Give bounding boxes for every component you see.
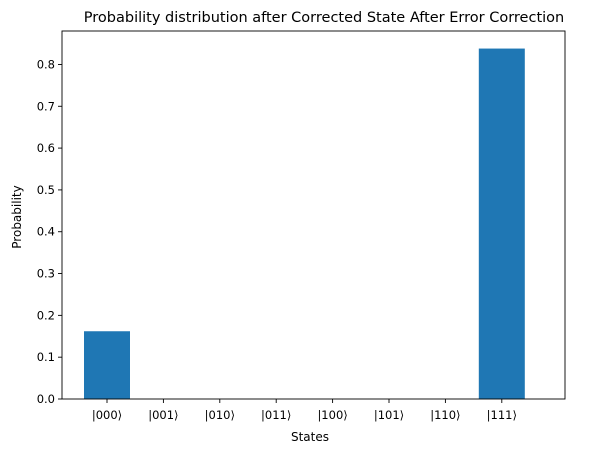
- plot-frame: [61, 30, 566, 400]
- x-tick-label: |110⟩: [430, 408, 460, 422]
- y-tick-label: 0.2: [37, 308, 55, 322]
- y-tick-label: 0.6: [37, 141, 55, 155]
- x-axis-label: States: [291, 430, 329, 444]
- x-tick-label: |011⟩: [261, 408, 291, 422]
- x-axis-ticks: |000⟩ |001⟩ |010⟩ |011⟩ |100⟩ |101⟩ |110⟩ |111⟩: [92, 399, 517, 422]
- x-tick-label: |111⟩: [487, 408, 517, 422]
- y-tick-label: 0.8: [37, 57, 55, 71]
- chart-title: Probability distribution after Corrected…: [84, 10, 564, 26]
- y-axis-label: Probability: [10, 185, 24, 248]
- y-tick-label: 0.0: [37, 392, 55, 406]
- bar-7: [478, 48, 525, 400]
- x-tick-label: |000⟩: [92, 408, 122, 422]
- y-tick-label: 0.1: [37, 350, 55, 364]
- x-tick-label: |100⟩: [317, 408, 347, 422]
- y-tick-label: 0.3: [37, 267, 55, 281]
- x-tick-label: |001⟩: [148, 408, 178, 422]
- x-tick-label: |010⟩: [205, 408, 235, 422]
- bars-group: [84, 48, 525, 400]
- x-tick-label: |101⟩: [374, 408, 404, 422]
- y-axis-ticks: 0.0 0.1 0.2 0.3 0.4 0.5 0.6 0.7 0.8: [37, 57, 62, 406]
- y-tick-label: 0.4: [37, 225, 55, 239]
- bar-0: [84, 331, 130, 399]
- y-tick-label: 0.7: [37, 99, 55, 113]
- y-tick-label: 0.5: [37, 183, 55, 197]
